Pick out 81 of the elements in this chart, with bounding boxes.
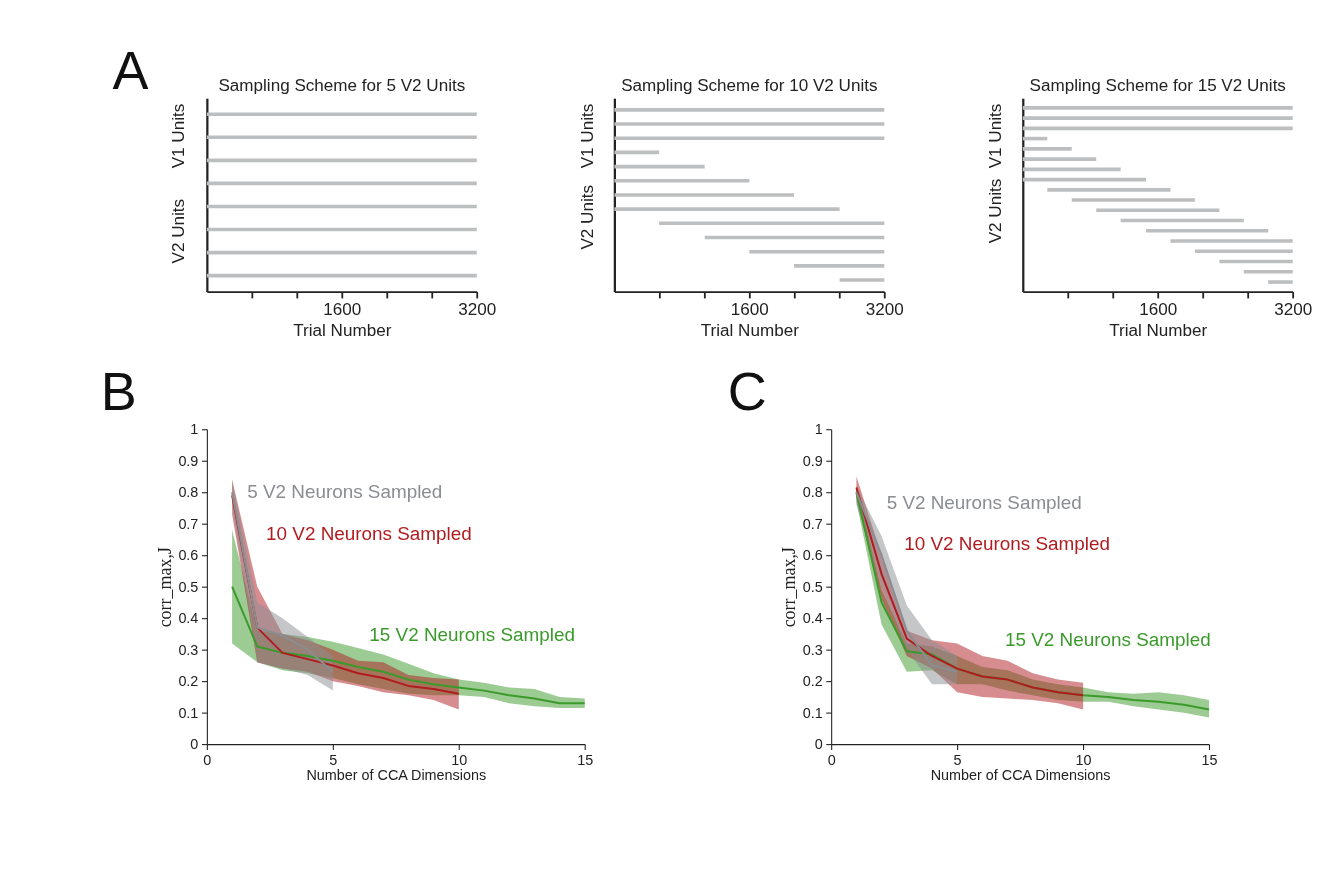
series-label: 15 V2 Neurons Sampled xyxy=(369,623,576,645)
y-tick-label: 0.5 xyxy=(802,578,823,595)
y-tick-label: 0.4 xyxy=(178,610,199,627)
bar xyxy=(794,264,885,268)
y-tick-label: 0.2 xyxy=(802,673,823,690)
x-tick-label: 15 xyxy=(577,752,594,769)
y-tick-label: 0 xyxy=(190,736,199,753)
x-tick-label: 0 xyxy=(827,752,836,769)
bar xyxy=(1170,239,1293,243)
chart-title: Sampling Scheme for 15 V2 Units xyxy=(1029,76,1286,96)
x-tick-label: 1600 xyxy=(730,300,769,320)
y-tick-label: 0.5 xyxy=(178,578,199,595)
y-tick-label: 0.1 xyxy=(802,704,823,721)
series-label: 15 V2 Neurons Sampled xyxy=(1005,628,1211,650)
bar xyxy=(614,207,840,211)
bar xyxy=(614,193,795,197)
line-series xyxy=(231,585,586,705)
x-tick-label: 5 xyxy=(953,752,962,769)
x-tick-label: 10 xyxy=(1075,752,1092,769)
text: C xyxy=(727,360,767,421)
y-tick-label: 0.7 xyxy=(802,515,823,532)
x-tick-label: 3200 xyxy=(458,300,497,320)
y-tick-label: 0.8 xyxy=(178,484,199,501)
x-tick-label: 3200 xyxy=(1274,300,1313,320)
x-tick-label: 3200 xyxy=(865,300,904,320)
x-axis-title: Trial Number xyxy=(1109,321,1208,341)
y-tick-label: 0.8 xyxy=(802,484,823,501)
series-label: 10 V2 Neurons Sampled xyxy=(904,532,1110,554)
text: V1 Units xyxy=(577,103,597,169)
text: V2 Units xyxy=(168,198,188,264)
x-tick-label: 1600 xyxy=(323,300,362,320)
y-tick-label: 0.7 xyxy=(178,515,199,532)
series-label: 5 V2 Neurons Sampled xyxy=(247,480,443,502)
y-tick-label: 1 xyxy=(190,421,199,438)
y-tick-label: 0.2 xyxy=(178,673,199,690)
bar xyxy=(614,122,885,126)
y-tick-label: 0.3 xyxy=(178,641,199,658)
bar xyxy=(1145,229,1269,233)
text: B xyxy=(100,360,137,421)
x-tick-label: 10 xyxy=(451,752,468,769)
text: V2 Units xyxy=(577,184,597,250)
bar xyxy=(1022,116,1293,120)
y-tick-label: 0.6 xyxy=(178,547,199,564)
text: V1 Units xyxy=(168,103,188,169)
y-axis-title: corr_max,J xyxy=(779,546,800,628)
bar xyxy=(1047,188,1171,192)
bar xyxy=(614,178,750,183)
bar xyxy=(839,278,885,282)
y-tick-label: 0.3 xyxy=(802,641,823,658)
x-tick-label: 5 xyxy=(329,752,338,769)
series-label: 5 V2 Neurons Sampled xyxy=(886,491,1082,513)
chart-title: Sampling Scheme for 5 V2 Units xyxy=(218,76,466,96)
bar xyxy=(1268,280,1293,284)
bar xyxy=(1022,147,1072,151)
text: A xyxy=(112,40,149,101)
bar xyxy=(1243,269,1293,274)
y-tick-label: 0.1 xyxy=(178,704,199,721)
bar xyxy=(614,108,885,112)
x-axis-title: Trial Number xyxy=(700,321,800,341)
x-axis-title: Trial Number xyxy=(293,321,392,341)
x-axis-title: Number of CCA Dimensions xyxy=(306,766,487,783)
y-tick-label: 0.9 xyxy=(802,452,823,469)
y-tick-label: 0.6 xyxy=(802,547,823,564)
y-tick-label: 1 xyxy=(814,421,823,438)
bar xyxy=(1071,198,1195,202)
y-tick-label: 0 xyxy=(814,736,823,753)
text: V2 Units xyxy=(986,178,1006,244)
y-tick-label: 0.4 xyxy=(802,610,823,627)
x-tick-label: 1600 xyxy=(1139,300,1178,320)
series-label: 10 V2 Neurons Sampled xyxy=(266,523,472,545)
y-tick-label: 0.9 xyxy=(178,452,199,469)
text: V1 Units xyxy=(986,103,1006,169)
x-axis-title: Number of CCA Dimensions xyxy=(930,766,1111,783)
bar xyxy=(1022,106,1293,110)
bar xyxy=(1022,157,1097,161)
bar xyxy=(614,136,885,141)
x-tick-label: 15 xyxy=(1201,752,1218,769)
y-axis-title: corr_max,J xyxy=(155,546,176,628)
chart-title: Sampling Scheme for 10 V2 Units xyxy=(621,76,878,96)
bar xyxy=(1194,249,1293,254)
x-tick-label: 0 xyxy=(203,752,212,769)
